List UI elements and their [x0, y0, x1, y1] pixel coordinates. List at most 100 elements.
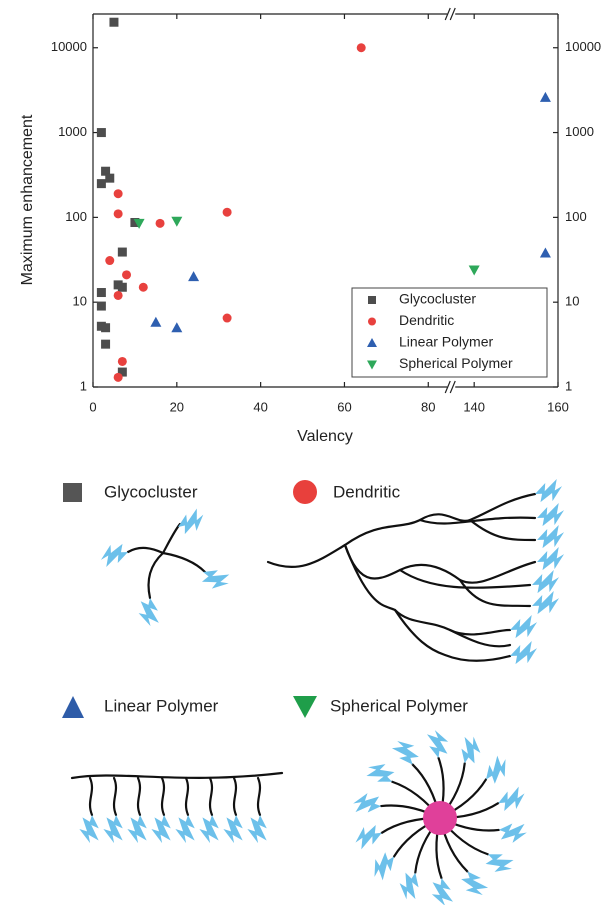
marker-triangle [188, 271, 200, 282]
y-tick-label: 1 [565, 378, 572, 393]
ligand [535, 502, 567, 528]
marker-square [117, 282, 127, 292]
ligand [198, 562, 233, 595]
y-tick-label: 100 [65, 209, 87, 224]
chain [266, 543, 347, 568]
ligand [245, 813, 271, 845]
marker-square [101, 339, 111, 349]
marker-circle [122, 270, 132, 280]
icon-triangle [62, 696, 84, 718]
ligand [496, 819, 529, 846]
y-tick-label: 1000 [565, 124, 594, 139]
marker-circle [368, 317, 376, 326]
ligand [137, 597, 161, 627]
axis-break [444, 380, 451, 394]
ligand [535, 524, 567, 550]
marker-square [117, 247, 127, 257]
marker-square [130, 218, 140, 228]
x-axis-label: Valency [297, 428, 353, 445]
y-tick-label: 10000 [565, 39, 601, 54]
legend-label: Dendritic [399, 312, 454, 328]
marker-square [105, 173, 115, 183]
ligand [530, 590, 562, 616]
icon-square [63, 483, 82, 502]
ligand [481, 845, 517, 880]
marker-triangle-down [468, 265, 480, 276]
ligand [508, 614, 540, 640]
ligand [173, 813, 199, 845]
icon-circle [293, 480, 317, 504]
marker-triangle-down [133, 218, 145, 229]
x-tick-label: 140 [463, 399, 485, 414]
marker-circle [117, 356, 127, 366]
y-tick-label: 100 [565, 209, 587, 224]
marker-circle [113, 290, 123, 300]
axis-break [444, 7, 451, 21]
marker-square [109, 17, 119, 27]
chain [343, 543, 537, 584]
ligand [394, 868, 426, 903]
chain [88, 776, 94, 817]
ligand [197, 813, 223, 845]
ligand [533, 478, 565, 504]
ligand [431, 877, 454, 907]
chain [458, 578, 532, 608]
diagram-label: Linear Polymer [104, 696, 219, 715]
chain [126, 522, 182, 555]
marker-triangle [150, 316, 162, 327]
legend-label: Spherical Polymer [399, 355, 513, 371]
ligand [426, 729, 449, 759]
ligand [454, 733, 486, 768]
marker-triangle [367, 338, 377, 347]
marker-circle [113, 372, 123, 382]
ligand [530, 569, 562, 595]
marker-square [96, 301, 106, 311]
ligand [77, 813, 103, 845]
chain [208, 776, 214, 817]
marker-square [96, 288, 106, 298]
marker-circle [113, 189, 123, 199]
diagram-label: Dendritic [333, 482, 401, 501]
ligand [390, 735, 422, 770]
x-tick-label: 40 [253, 399, 267, 414]
chain [184, 776, 190, 817]
marker-triangle-down [367, 360, 377, 370]
y-tick-label: 1000 [58, 124, 87, 139]
marker-square [96, 179, 106, 189]
chain [160, 776, 166, 817]
marker-square [101, 166, 111, 176]
ligand [495, 785, 528, 813]
x-tick-label: 0 [89, 399, 96, 414]
diagram-label: Spherical Polymer [330, 696, 468, 715]
ligand [508, 640, 540, 666]
ligand [535, 546, 567, 572]
x-tick-label: 80 [421, 399, 435, 414]
ligand [351, 790, 384, 817]
ligand [174, 507, 208, 537]
chain [343, 492, 537, 547]
chain [393, 608, 512, 662]
axis-break-gap [447, 11, 456, 17]
axis-break [449, 380, 456, 394]
ligand [352, 823, 385, 851]
y-axis-label: Maximum enhancement [19, 114, 36, 285]
marker-circle [113, 209, 123, 219]
axis-break [449, 7, 456, 21]
x-tick-label: 20 [170, 399, 184, 414]
chain [448, 628, 512, 648]
chain [256, 776, 262, 817]
y-tick-label: 10000 [51, 39, 87, 54]
chain [70, 771, 284, 780]
ligand [98, 542, 130, 568]
chain [112, 776, 118, 817]
marker-circle [105, 256, 115, 266]
marker-triangle [539, 247, 551, 258]
ligand [221, 813, 247, 845]
marker-triangle-down [171, 216, 183, 227]
marker-circle [155, 218, 165, 228]
marker-square [96, 128, 106, 138]
x-tick-label: 60 [337, 399, 351, 414]
schematic: Glycocluster Dendritic Linear Polymer Sp… [62, 478, 567, 907]
chain [161, 551, 207, 574]
